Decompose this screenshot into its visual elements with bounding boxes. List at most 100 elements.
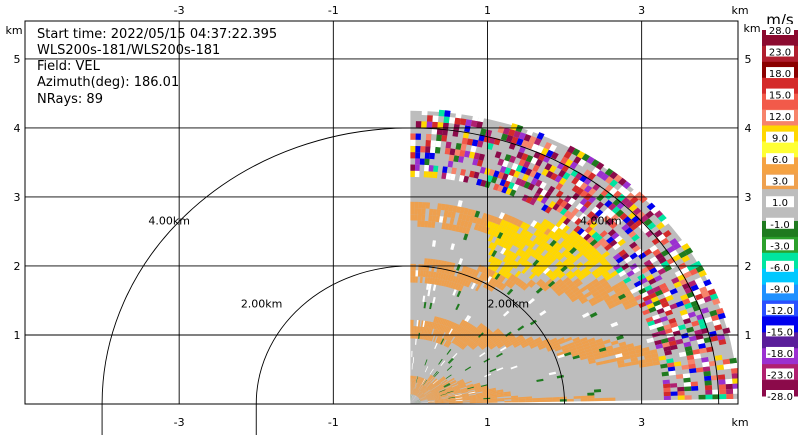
velocity-gate xyxy=(419,158,425,165)
velocity-gate xyxy=(521,139,529,148)
velocity-gate xyxy=(521,251,529,259)
velocity-gate xyxy=(518,132,527,140)
velocity-gate xyxy=(413,214,418,221)
velocity-gate xyxy=(660,315,669,323)
velocity-gate xyxy=(716,364,725,371)
velocity-gate xyxy=(643,218,653,227)
velocity-gate xyxy=(621,223,630,232)
velocity-gate xyxy=(644,358,653,364)
velocity-gate xyxy=(466,267,472,275)
velocity-gate xyxy=(572,278,581,285)
velocity-gate xyxy=(426,382,432,388)
velocity-gate xyxy=(555,190,564,198)
velocity-gate xyxy=(564,288,572,295)
velocity-gate xyxy=(579,247,588,255)
velocity-gate xyxy=(425,382,431,388)
colorbar-swatch xyxy=(762,332,798,349)
velocity-gate xyxy=(411,375,413,382)
velocity-gate xyxy=(414,332,416,339)
velocity-gate xyxy=(417,383,421,390)
velocity-gate xyxy=(453,388,461,392)
velocity-gate xyxy=(432,392,440,396)
velocity-gate xyxy=(522,237,530,245)
velocity-gate xyxy=(420,398,427,401)
velocity-gate xyxy=(587,398,595,402)
velocity-gate xyxy=(702,366,711,372)
colorbar-tick-label: 15.0 xyxy=(769,91,791,102)
velocity-gate xyxy=(467,386,475,390)
velocity-gate xyxy=(599,290,608,297)
velocity-gate xyxy=(603,283,612,291)
velocity-gate xyxy=(420,332,423,340)
velocity-gate xyxy=(412,388,415,395)
velocity-gate xyxy=(411,394,413,401)
velocity-gate xyxy=(500,240,507,248)
velocity-gate xyxy=(440,393,448,397)
velocity-gate xyxy=(428,401,435,403)
velocity-gate xyxy=(444,204,450,211)
velocity-gate xyxy=(542,267,551,275)
velocity-gate xyxy=(410,139,416,146)
velocity-gate xyxy=(711,298,721,306)
velocity-gate xyxy=(478,341,485,347)
velocity-gate xyxy=(683,341,692,348)
velocity-gate xyxy=(530,220,538,228)
velocity-gate xyxy=(471,269,477,277)
velocity-gate xyxy=(722,358,731,365)
velocity-gate xyxy=(488,255,495,263)
velocity-gate xyxy=(441,380,448,385)
velocity-gate xyxy=(483,400,491,402)
colorbar-label-bg xyxy=(766,217,794,229)
velocity-gate xyxy=(439,318,444,325)
velocity-gate xyxy=(540,282,548,290)
velocity-gate xyxy=(428,328,432,335)
velocity-gate xyxy=(441,398,449,400)
velocity-gate xyxy=(451,224,457,232)
velocity-gate xyxy=(629,196,639,204)
velocity-gate xyxy=(707,288,717,296)
velocity-gate xyxy=(414,389,418,396)
velocity-gate xyxy=(421,387,427,393)
velocity-gate xyxy=(568,344,576,350)
velocity-gate xyxy=(574,217,583,226)
velocity-gate xyxy=(490,257,497,264)
velocity-gate xyxy=(509,189,517,197)
velocity-gate xyxy=(710,335,719,342)
velocity-gate xyxy=(428,171,434,178)
velocity-gate xyxy=(505,272,513,280)
colorbar-tick-label: 23.0 xyxy=(769,48,791,59)
velocity-gate xyxy=(473,152,481,160)
velocity-gate xyxy=(430,271,434,278)
velocity-gate xyxy=(694,293,704,301)
velocity-gate xyxy=(561,232,569,240)
velocity-gate xyxy=(487,228,494,236)
velocity-gate xyxy=(418,377,422,384)
velocity-gate xyxy=(506,236,514,244)
velocity-gate xyxy=(426,396,434,399)
velocity-gate xyxy=(427,397,434,400)
velocity-gate xyxy=(623,276,632,284)
velocity-gate xyxy=(549,256,557,263)
velocity-gate xyxy=(486,142,494,150)
velocity-gate xyxy=(413,382,416,389)
velocity-gate xyxy=(536,194,545,202)
colorbar-label-bg xyxy=(766,45,794,57)
velocity-gate xyxy=(434,382,441,387)
velocity-gate xyxy=(414,201,419,209)
velocity-gate xyxy=(443,210,449,218)
velocity-gate xyxy=(415,389,420,396)
velocity-gate xyxy=(658,282,668,290)
velocity-gate xyxy=(500,233,507,241)
velocity-gate xyxy=(617,238,626,247)
velocity-gate xyxy=(607,229,617,237)
velocity-gate xyxy=(420,326,423,333)
velocity-gate xyxy=(418,332,421,339)
velocity-gate xyxy=(415,390,420,396)
velocity-gate xyxy=(451,322,457,329)
velocity-gate xyxy=(636,284,645,291)
velocity-gate xyxy=(616,359,625,365)
velocity-gate xyxy=(440,324,445,332)
nrays-text: NRays: 89 xyxy=(37,92,103,107)
velocity-gate xyxy=(573,225,582,233)
velocity-gate xyxy=(576,245,585,253)
